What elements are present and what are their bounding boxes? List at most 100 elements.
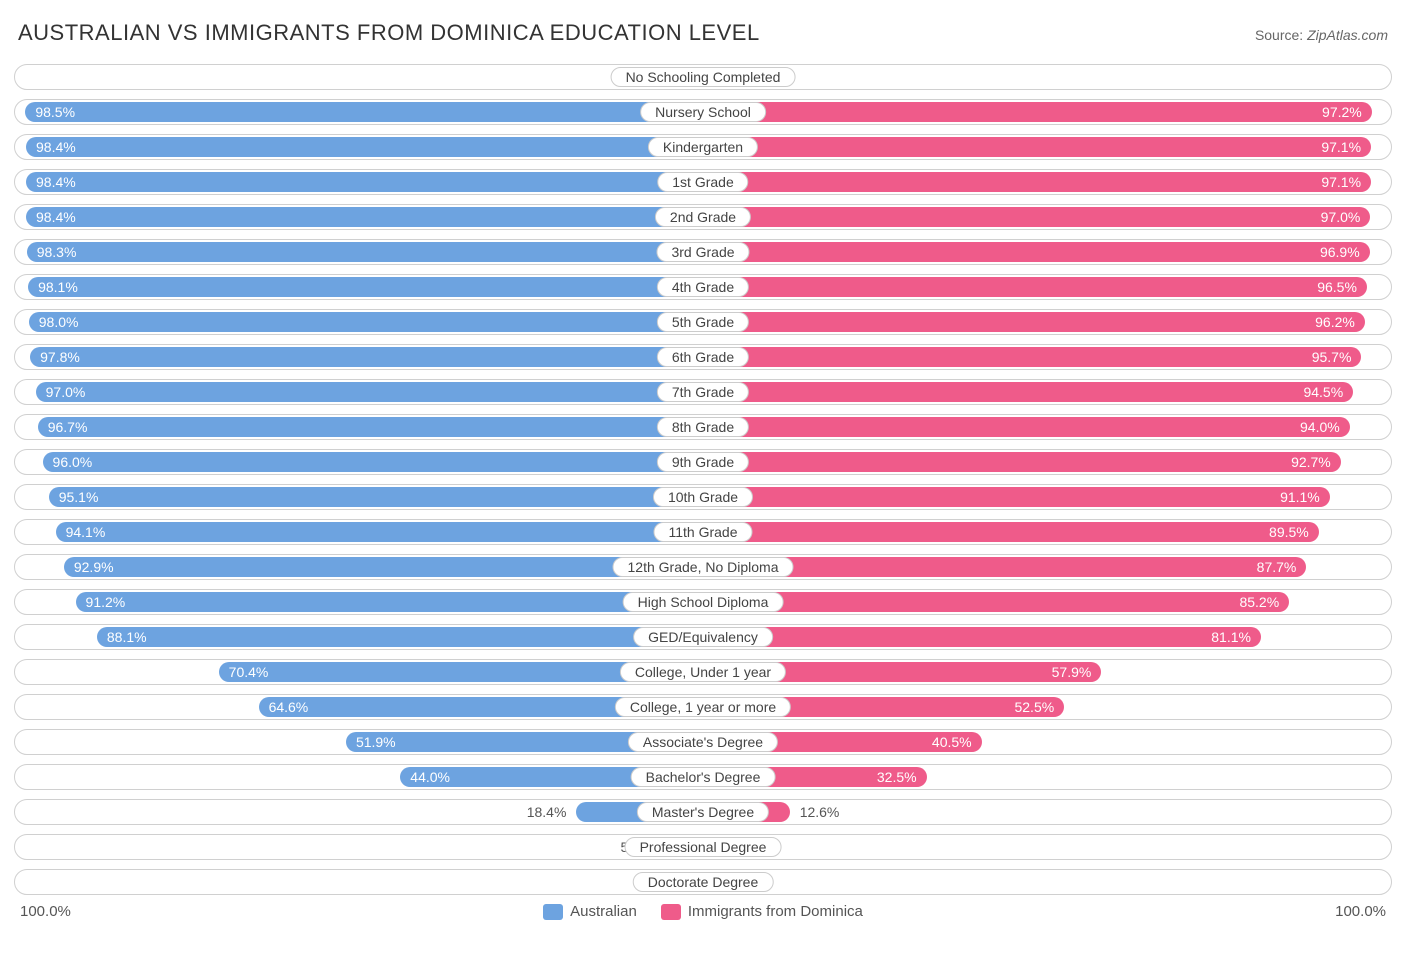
category-label: 12th Grade, No Diploma [613,557,794,577]
value-left: 95.1% [59,489,99,505]
legend-swatch-right [661,904,681,920]
chart-row: 51.9%40.5%Associate's Degree [14,729,1392,755]
value-left: 97.0% [46,384,86,400]
bar-right [703,102,1372,122]
chart-row: 98.4% 97.1% 1st Grade [14,169,1392,195]
category-label: 9th Grade [657,452,749,472]
value-right: 97.1% [1321,139,1361,155]
legend-item-left: Australian [543,903,637,920]
legend-item-right: Immigrants from Dominica [661,903,863,920]
bar-right [703,242,1370,262]
value-left: 97.8% [40,349,80,365]
value-right: 92.7% [1291,454,1331,470]
category-label: 11th Grade [653,522,752,542]
bar-left [29,312,703,332]
value-right: 97.2% [1322,104,1362,120]
bar-left [76,592,703,612]
value-right: 97.1% [1321,174,1361,190]
chart-title: AUSTRALIAN VS IMMIGRANTS FROM DOMINICA E… [18,20,760,46]
chart-source: Source: ZipAtlas.com [1255,27,1388,43]
category-label: 1st Grade [657,172,748,192]
chart-row: 97.0%94.5%7th Grade [14,379,1392,405]
category-label: 6th Grade [657,347,749,367]
category-label: Master's Degree [637,802,769,822]
category-label: GED/Equivalency [633,627,773,647]
chart-row: 91.2% 85.2% High School Diploma [14,589,1392,615]
value-left: 44.0% [410,769,450,785]
value-left: 18.4% [527,804,567,820]
bar-right [703,592,1289,612]
value-right: 94.5% [1303,384,1343,400]
value-right: 96.5% [1317,279,1357,295]
value-right: 57.9% [1052,664,1092,680]
bar-left [28,277,703,297]
bar-left [26,207,703,227]
value-left: 70.4% [229,664,269,680]
bar-right [703,382,1353,402]
category-label: 5th Grade [657,312,749,332]
value-left: 92.9% [74,559,114,575]
value-right: 96.9% [1320,244,1360,260]
value-left: 96.0% [53,454,93,470]
bar-right [703,312,1365,332]
bar-right [703,137,1371,157]
bar-right [703,557,1306,577]
value-right: 40.5% [932,734,972,750]
bar-left [26,172,703,192]
bar-left [97,627,703,647]
chart-row: 5.9%3.6%Professional Degree [14,834,1392,860]
category-label: 3rd Grade [656,242,749,262]
value-left: 98.1% [38,279,78,295]
bar-right [703,417,1350,437]
value-left: 98.4% [36,139,76,155]
category-label: Associate's Degree [628,732,778,752]
legend-label-right: Immigrants from Dominica [688,903,863,920]
category-label: 2nd Grade [655,207,751,227]
bar-right [703,172,1371,192]
category-label: College, Under 1 year [620,662,786,682]
axis-max-left: 100.0% [20,903,71,920]
category-label: Professional Degree [625,837,782,857]
value-right: 89.5% [1269,524,1309,540]
value-right: 85.2% [1239,594,1279,610]
value-right: 95.7% [1312,349,1352,365]
chart-row: 96.7%94.0%8th Grade [14,414,1392,440]
legend-swatch-left [543,904,563,920]
bar-left [26,137,703,157]
bar-left [27,242,703,262]
bar-left [25,102,703,122]
chart-row: 98.0%96.2%5th Grade [14,309,1392,335]
chart-row: 88.1% 81.1% GED/Equivalency [14,624,1392,650]
category-label: Kindergarten [648,137,758,157]
chart-row: 92.9%87.7%12th Grade, No Diploma [14,554,1392,580]
category-label: High School Diploma [623,592,784,612]
legend-label-left: Australian [570,903,637,920]
value-left: 88.1% [107,629,147,645]
source-label: Source: [1255,27,1303,43]
category-label: College, 1 year or more [615,697,791,717]
chart-row: 98.4%97.0%2nd Grade [14,204,1392,230]
bar-left [38,417,703,437]
value-left: 98.4% [36,174,76,190]
bar-right [703,452,1341,472]
chart-rows: 1.6%2.8%No Schooling Completed98.5%97.2%… [14,64,1392,895]
bar-right [703,522,1319,542]
chart-row: 95.1%91.1%10th Grade [14,484,1392,510]
legend: Australian Immigrants from Dominica [71,903,1335,920]
value-right: 81.1% [1211,629,1251,645]
value-right: 32.5% [877,769,917,785]
bar-left [43,452,703,472]
category-label: Doctorate Degree [633,872,774,892]
bar-right [703,627,1261,647]
bar-left [36,382,703,402]
value-left: 91.2% [86,594,126,610]
chart-row: 98.1%96.5%4th Grade [14,274,1392,300]
bar-left [30,347,703,367]
chart-row: 2.4%1.4%Doctorate Degree [14,869,1392,895]
category-label: 8th Grade [657,417,749,437]
chart-row: 98.3%96.9%3rd Grade [14,239,1392,265]
chart-row: 94.1%89.5%11th Grade [14,519,1392,545]
value-left: 98.4% [36,209,76,225]
value-right: 12.6% [800,804,840,820]
axis-max-right: 100.0% [1335,903,1386,920]
